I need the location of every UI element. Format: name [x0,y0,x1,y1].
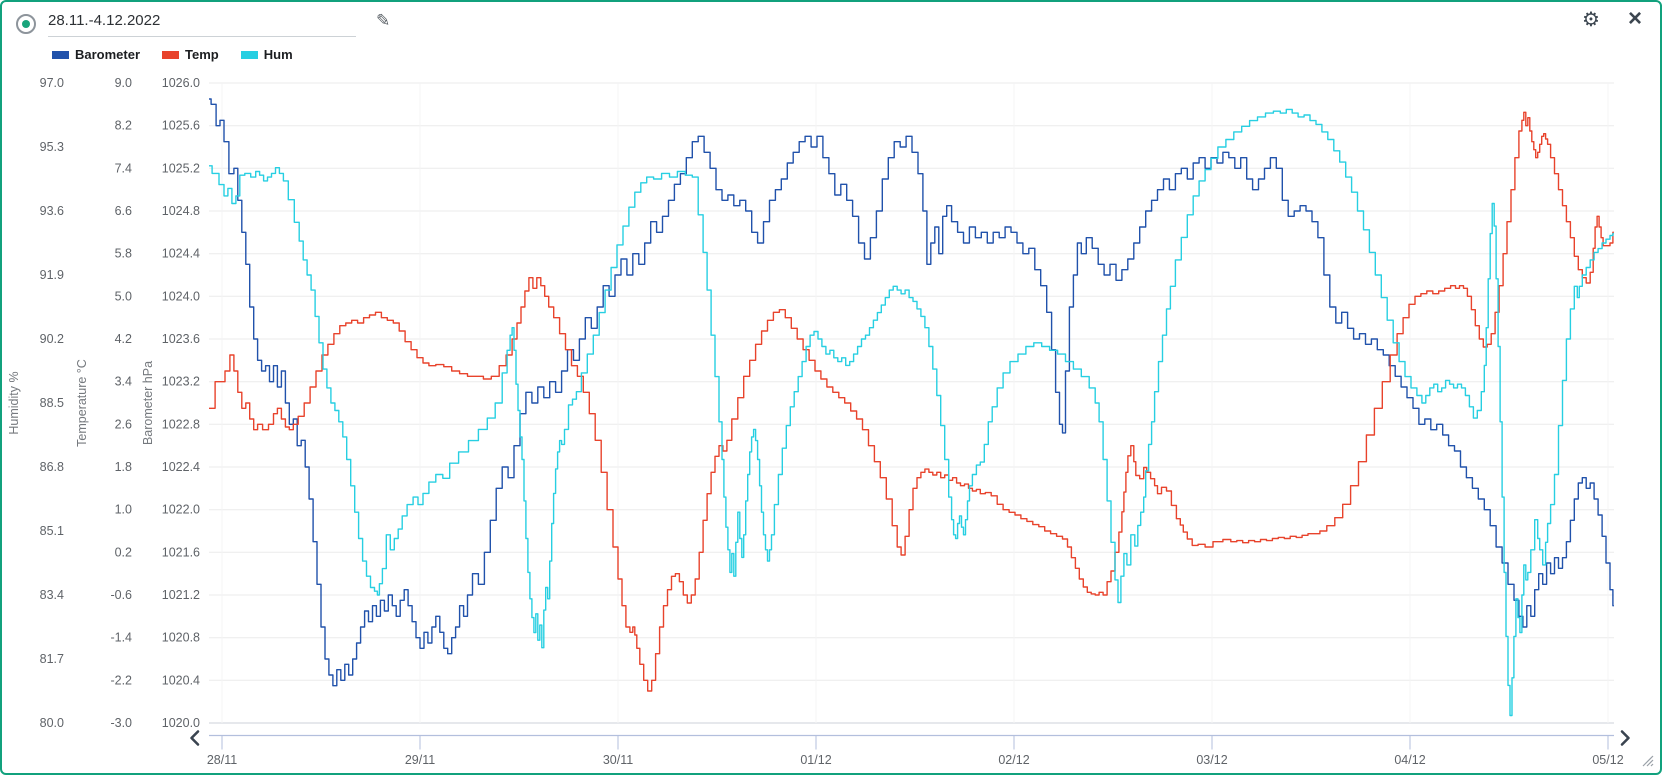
close-icon[interactable]: × [1628,5,1643,32]
date-tick-label: 04/12 [1394,753,1425,767]
temperature-tick-label: -2.2 [110,673,132,687]
humidity-tick-label: 85.1 [40,524,64,538]
humidity-tick-label: 93.6 [40,204,64,218]
date-tick-label: 01/12 [800,753,831,767]
humidity-tick-label: 91.9 [40,268,64,282]
humidity-tick-label: 83.4 [40,588,64,602]
temperature-tick-label: -1.4 [110,631,132,645]
temperature-tick-label: 4.2 [115,332,132,346]
barometer-tick-label: 1022.0 [162,503,200,517]
pan-right-button[interactable] [1614,728,1634,748]
temperature-tick-label: 1.8 [115,460,132,474]
legend-swatch-icon [240,50,258,59]
date-tick-label: 30/11 [603,753,633,767]
record-dot-icon [22,20,30,28]
barometer-tick-label: 1023.2 [162,375,200,389]
temperature-tick-label: 6.6 [115,204,132,218]
barometer-tick-label: 1026.0 [162,76,200,90]
legend-label: Temp [185,47,219,62]
legend-item-barometer[interactable]: Barometer [52,47,140,62]
resize-grip[interactable] [1640,753,1654,767]
humidity-tick-label: 86.8 [40,460,64,474]
temperature-tick-label: 2.6 [115,417,132,431]
legend-item-hum[interactable]: Hum [240,47,293,62]
barometer-tick-label: 1024.8 [162,204,200,218]
series-line-barometer [209,98,1614,687]
humidity-tick-label: 81.7 [40,652,64,666]
date-tick-label: 02/12 [998,753,1029,767]
barometer-tick-label: 1024.0 [162,289,200,303]
chevron-left-icon [190,730,200,746]
humidity-tick-label: 97.0 [40,76,64,90]
temperature-tick-label: 1.0 [115,503,132,517]
temperature-axis-title: Temperature °C [75,359,89,447]
legend-label: Barometer [75,47,141,62]
temperature-tick-label: 7.4 [115,161,132,175]
date-tick-label: 05/12 [1592,753,1623,767]
humidity-tick-label: 80.0 [40,716,64,730]
barometer-tick-label: 1021.6 [162,545,200,559]
temperature-tick-label: -3.0 [110,716,132,730]
humidity-tick-label: 90.2 [40,332,64,346]
legend-label: Hum [263,47,293,62]
temperature-tick-label: 0.2 [115,545,132,559]
temperature-tick-label: 8.2 [115,119,132,133]
legend-item-temp[interactable]: Temp [162,47,219,62]
humidity-tick-label: 95.3 [40,140,64,154]
temperature-tick-label: 5.0 [115,289,132,303]
date-tick-label: 29/11 [405,753,435,767]
legend-swatch-icon [52,50,69,59]
barometer-tick-label: 1022.4 [162,460,200,474]
edit-pencil-icon[interactable]: ✎ [376,11,391,30]
barometer-tick-label: 1020.0 [162,716,200,730]
legend: Barometer Temp Hum [52,47,293,62]
gear-icon[interactable]: ⚙ [1582,9,1600,31]
barometer-tick-label: 1023.6 [162,332,200,346]
barometer-tick-label: 1024.4 [162,247,200,261]
barometer-tick-label: 1020.4 [162,673,200,687]
barometer-tick-label: 1025.6 [162,119,200,133]
chevron-right-icon [1620,730,1630,746]
date-tick-label: 03/12 [1196,753,1227,767]
series-line-hum [209,108,1614,717]
barometer-tick-label: 1022.8 [162,417,200,431]
humidity-axis-title: Humidity % [7,371,21,434]
barometer-tick-label: 1021.2 [162,588,200,602]
temperature-tick-label: 3.4 [115,375,132,389]
barometer-tick-label: 1025.2 [162,161,200,175]
temperature-tick-label: 5.8 [115,247,132,261]
date-range-input[interactable] [48,10,356,37]
barometer-tick-label: 1020.8 [162,631,200,645]
date-tick-label: 28/11 [207,753,237,767]
series-line-temp [209,111,1614,692]
humidity-tick-label: 88.5 [40,396,64,410]
temperature-tick-label: -0.6 [110,588,132,602]
legend-swatch-icon [162,50,180,59]
temperature-tick-label: 9.0 [115,76,132,90]
record-indicator[interactable] [16,14,36,34]
pan-left-button[interactable] [186,728,206,748]
barometer-axis-title: Barometer hPa [141,361,155,445]
